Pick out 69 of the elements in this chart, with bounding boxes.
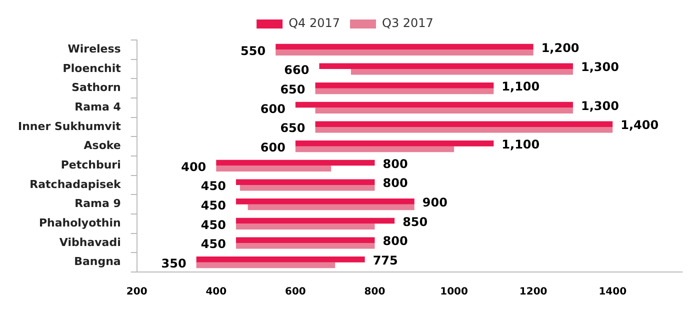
- bar: [315, 121, 613, 127]
- y-tick-label: Asoke: [84, 139, 121, 152]
- y-tick-label: Vibhavadi: [59, 236, 121, 249]
- bar: [236, 224, 375, 230]
- bar: [236, 218, 395, 224]
- bar: [196, 262, 336, 268]
- bar: [315, 88, 494, 94]
- bar: [216, 166, 332, 172]
- y-tick-label: Ploenchit: [62, 62, 121, 75]
- x-tick-label: 800: [364, 286, 386, 298]
- annotation: 600: [260, 140, 286, 154]
- bar: [236, 198, 414, 204]
- data-label: 850: [402, 214, 428, 229]
- legend-label: Q4 2017: [288, 16, 340, 30]
- bar: [216, 160, 375, 166]
- bar: [236, 179, 375, 185]
- bar: [315, 108, 573, 114]
- bar: [295, 146, 454, 152]
- bar: [276, 44, 534, 50]
- data-label: 1,200: [541, 40, 580, 55]
- x-tick-label: 200: [126, 286, 148, 298]
- x-tick-label: 400: [206, 286, 227, 298]
- bar: [240, 185, 375, 191]
- bar: [236, 243, 375, 249]
- bar: [295, 140, 494, 146]
- legend-label: Q3 2017: [382, 16, 434, 30]
- annotation: 660: [284, 63, 310, 78]
- data-label: 900: [422, 196, 448, 210]
- x-tick-label: 1200: [519, 286, 548, 298]
- bar: [319, 63, 573, 69]
- bar: [196, 256, 365, 262]
- y-tick-label: Petchburi: [60, 158, 121, 172]
- y-tick-label: Ratchadapisek: [30, 178, 122, 191]
- annotation: 400: [181, 160, 206, 174]
- data-label: 1,100: [502, 80, 540, 94]
- data-label: 1,300: [580, 60, 619, 74]
- data-label: 775: [372, 254, 398, 268]
- annotation: 450: [200, 218, 226, 232]
- y-tick-label: Sathorn: [72, 81, 121, 94]
- y-tick-label: Wireless: [68, 42, 122, 56]
- y-tick-label: Bangna: [74, 255, 121, 268]
- x-tick-label: 600: [285, 286, 306, 298]
- data-label: 800: [382, 156, 408, 171]
- annotation: 350: [161, 256, 186, 270]
- annotation: 450: [200, 179, 226, 194]
- data-label: 1,300: [580, 98, 619, 113]
- data-label: 1,400: [620, 118, 659, 132]
- y-tick-label: Rama 4: [74, 100, 122, 114]
- x-tick-label: 1000: [440, 286, 468, 298]
- bar: [248, 204, 414, 210]
- bar: [295, 102, 573, 108]
- bar: [276, 50, 534, 56]
- y-tick-label: Inner Sukhumvit: [18, 120, 121, 133]
- annotation: 550: [240, 44, 266, 58]
- y-tick-label: Phaholyothin: [38, 216, 121, 230]
- bar: [315, 127, 613, 133]
- y-tick-label: Rama 9: [74, 197, 121, 210]
- annotation: 600: [260, 102, 286, 116]
- x-tick-label: 1400: [598, 286, 627, 298]
- data-label: 800: [382, 234, 408, 248]
- data-label: 1,100: [502, 138, 540, 152]
- annotation: 450: [200, 237, 226, 252]
- bar: [315, 82, 494, 88]
- data-label: 800: [382, 176, 408, 190]
- annotation: 650: [280, 121, 306, 136]
- bar: [236, 237, 375, 243]
- annotation: 450: [200, 198, 226, 212]
- bar: [350, 69, 573, 75]
- annotation: 650: [280, 82, 306, 96]
